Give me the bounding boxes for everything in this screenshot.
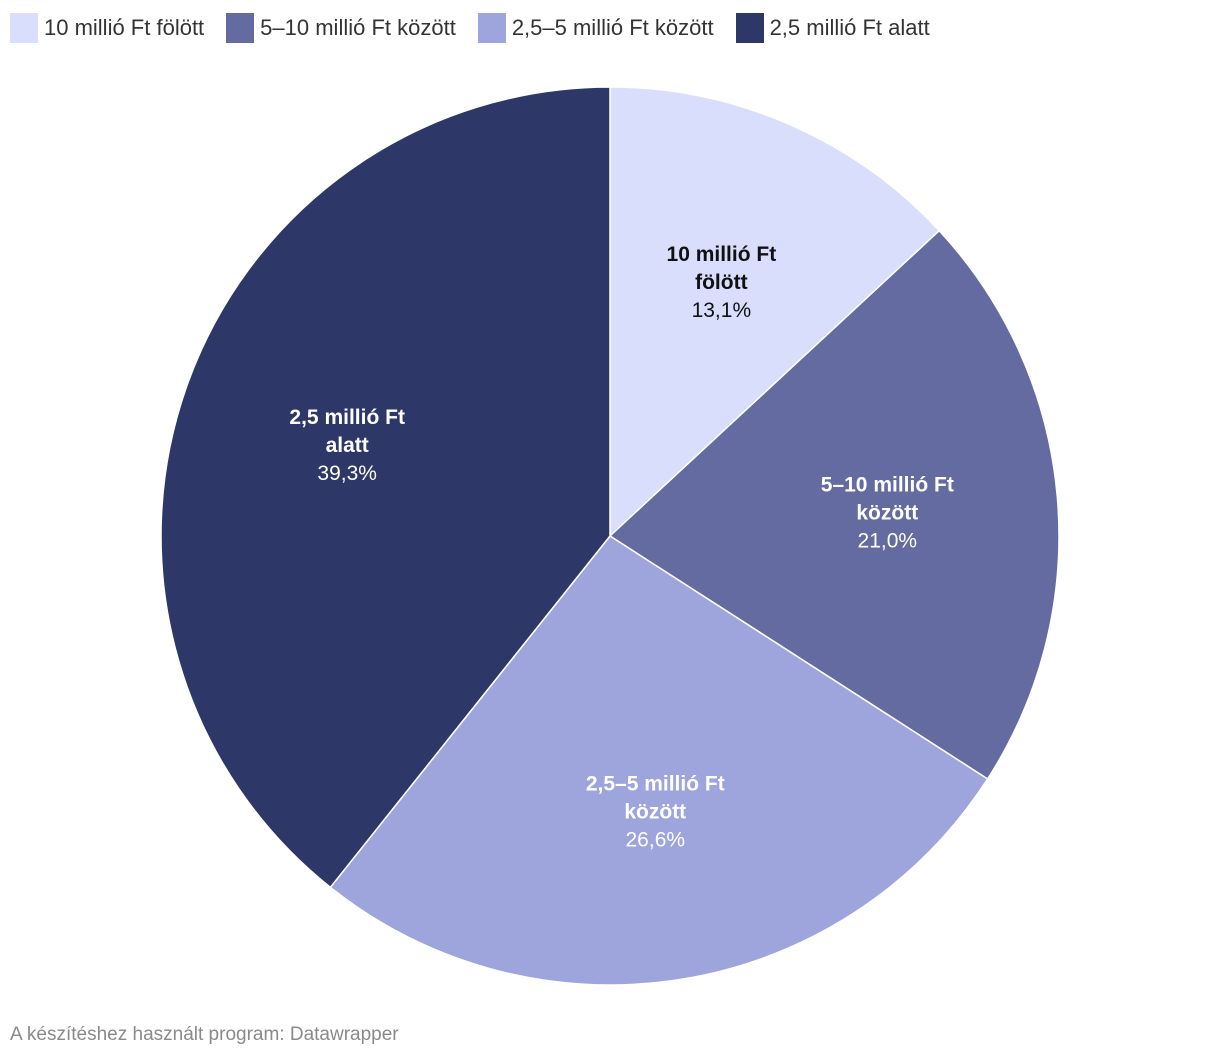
legend-swatch bbox=[477, 13, 506, 43]
slice-label: fölött bbox=[695, 271, 747, 294]
footer-credit: A készítéshez használt program: Datawrap… bbox=[10, 1024, 399, 1045]
legend-item: 5–10 millió Ft között bbox=[226, 13, 456, 43]
slice-value-label: 39,3% bbox=[317, 462, 377, 485]
slice-label: 5–10 millió Ft bbox=[821, 474, 954, 497]
slice-label: között bbox=[624, 801, 686, 824]
legend: 10 millió Ft fölött 5–10 millió Ft közöt… bbox=[10, 10, 930, 46]
pie-slice bbox=[329, 535, 989, 986]
pie-slice bbox=[160, 86, 611, 889]
legend-item: 10 millió Ft fölött bbox=[10, 13, 204, 43]
slice-label: között bbox=[856, 502, 918, 525]
slice-value-label: 13,1% bbox=[692, 299, 752, 322]
slice-label: 2,5 millió Ft bbox=[289, 406, 405, 429]
legend-swatch bbox=[226, 13, 255, 43]
slice-label: 2,5–5 millió Ft bbox=[586, 773, 725, 796]
slice-value-label: 26,6% bbox=[626, 829, 686, 852]
legend-label: 2,5–5 millió Ft között bbox=[511, 15, 714, 40]
pie-slices bbox=[160, 86, 1060, 986]
legend-item: 2,5–5 millió Ft között bbox=[477, 13, 714, 43]
slice-value-label: 21,0% bbox=[858, 530, 918, 553]
slice-label: 10 millió Ft bbox=[667, 243, 777, 266]
legend-swatch bbox=[10, 13, 38, 43]
legend-label: 5–10 millió Ft között bbox=[260, 15, 456, 40]
legend-label: 2,5 millió Ft alatt bbox=[769, 15, 930, 40]
pie-slice bbox=[609, 86, 941, 538]
legend-swatch bbox=[735, 13, 764, 43]
pie-labels: 10 millió Ft fölött 13,1% 5–10 millió Ft köz… bbox=[289, 243, 953, 852]
legend-label: 10 millió Ft fölött bbox=[44, 15, 205, 40]
legend-item: 2,5 millió Ft alatt bbox=[735, 13, 930, 43]
slice-label: alatt bbox=[326, 434, 369, 457]
pie-slice bbox=[608, 229, 1060, 780]
